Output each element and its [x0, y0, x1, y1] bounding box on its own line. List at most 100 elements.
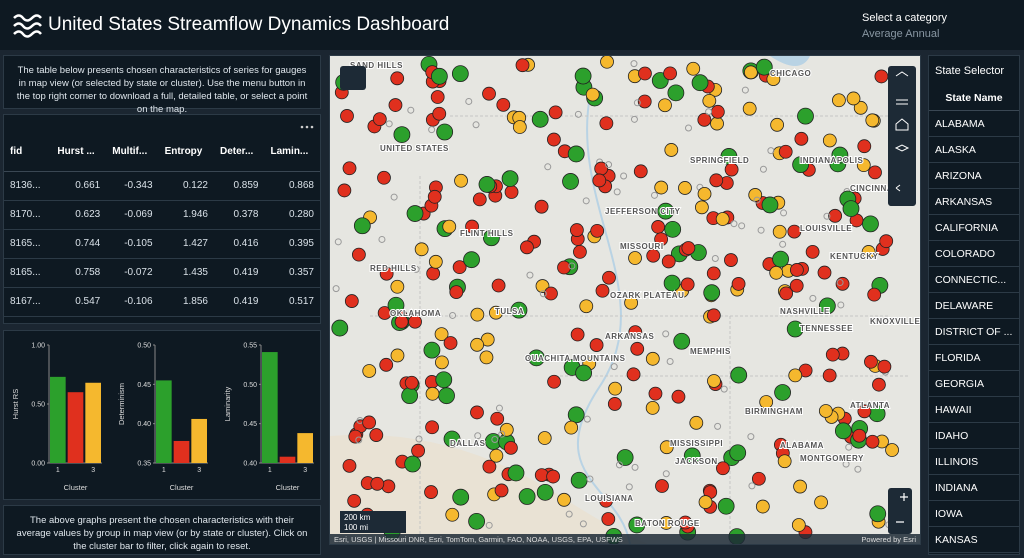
gauge-point[interactable] [537, 484, 553, 500]
table-row[interactable]: 8165...0.744-0.1051.4270.4160.395 [4, 229, 320, 258]
gauge-point[interactable] [649, 387, 662, 400]
gauge-point[interactable] [452, 66, 468, 82]
gauge-point[interactable] [707, 374, 720, 387]
gauge-point[interactable] [405, 456, 421, 472]
gauge-point[interactable] [789, 369, 802, 382]
gauge-point[interactable] [596, 284, 609, 297]
gauge-point[interactable] [470, 406, 483, 419]
gauge-point[interactable] [674, 333, 690, 349]
gauge-point[interactable] [690, 416, 703, 429]
gauge-point[interactable] [349, 430, 362, 443]
state-row[interactable]: FLORIDA [929, 345, 1019, 371]
column-header[interactable]: Hurst ... [51, 133, 106, 171]
column-header[interactable]: Deter... [214, 133, 265, 171]
gauge-point[interactable] [516, 59, 529, 72]
table-row[interactable]: 8165...0.758-0.0721.4350.4190.357 [4, 258, 320, 287]
gauge-point[interactable] [513, 121, 526, 134]
gauge-point[interactable] [756, 500, 769, 513]
gauge-point[interactable] [428, 190, 441, 203]
gauge-point[interactable] [743, 102, 756, 115]
gauge-point[interactable] [858, 140, 871, 153]
gauge-point[interactable] [847, 92, 860, 105]
gauge-point[interactable] [707, 309, 720, 322]
gauge-point[interactable] [711, 117, 724, 130]
gauge-point[interactable] [391, 72, 404, 85]
table-row[interactable]: 8136...0.661-0.3430.1220.8590.868 [4, 171, 320, 200]
gauge-point[interactable] [471, 338, 484, 351]
gauge-point[interactable] [427, 267, 440, 280]
gauge-point[interactable] [819, 404, 832, 417]
bar[interactable] [262, 352, 278, 463]
bar[interactable] [68, 392, 84, 463]
gauge-point[interactable] [508, 465, 524, 481]
gauge-point[interactable] [343, 459, 356, 472]
gauge-point[interactable] [443, 220, 456, 233]
gauge-point[interactable] [731, 367, 747, 383]
gauge-point[interactable] [655, 181, 668, 194]
gauge-point[interactable] [363, 416, 376, 429]
gauge-point[interactable] [681, 278, 694, 291]
tool-button[interactable] [340, 66, 366, 90]
gauge-point[interactable] [370, 429, 383, 442]
gauge-point[interactable] [505, 186, 518, 199]
gauge-point[interactable] [711, 105, 724, 118]
gauge-point[interactable] [823, 134, 836, 147]
gauge-point[interactable] [332, 320, 348, 336]
gauge-point[interactable] [436, 372, 452, 388]
state-row[interactable]: ALABAMA [929, 111, 1019, 137]
gauge-point[interactable] [415, 243, 428, 256]
gauge-point[interactable] [532, 111, 548, 127]
gauge-point[interactable] [338, 184, 351, 197]
state-row[interactable]: CONNECTIC... [929, 267, 1019, 293]
gauge-point[interactable] [433, 107, 446, 120]
bar[interactable] [280, 457, 296, 463]
gauge-point[interactable] [609, 382, 622, 395]
state-row[interactable]: DISTRICT OF ... [929, 319, 1019, 345]
gauge-point[interactable] [655, 480, 668, 493]
gauge-point[interactable] [703, 94, 716, 107]
gauge-point[interactable] [520, 241, 533, 254]
gauge-point[interactable] [426, 387, 439, 400]
gauge-point[interactable] [571, 472, 587, 488]
gauge-point[interactable] [429, 255, 442, 268]
state-row[interactable]: ARIZONA [929, 163, 1019, 189]
gauge-point[interactable] [662, 255, 675, 268]
gauge-point[interactable] [806, 245, 819, 258]
gauge-point[interactable] [480, 351, 493, 364]
gauge-point[interactable] [591, 224, 604, 237]
gauge-point[interactable] [469, 513, 485, 529]
gauge-point[interactable] [371, 477, 384, 490]
bar[interactable] [50, 377, 66, 463]
gauge-point[interactable] [471, 308, 484, 321]
gauge-point[interactable] [354, 218, 370, 234]
gauge-point[interactable] [638, 67, 651, 80]
gauge-point[interactable] [695, 201, 708, 214]
gauge-point[interactable] [547, 470, 560, 483]
gauge-point[interactable] [402, 388, 418, 404]
gauge-point[interactable] [425, 486, 438, 499]
gauge-point[interactable] [352, 248, 365, 261]
gauge-point[interactable] [444, 336, 457, 349]
gauge-point[interactable] [568, 407, 584, 423]
gauge-point[interactable] [373, 113, 386, 126]
gauge-point[interactable] [492, 279, 505, 292]
gauge-point[interactable] [870, 506, 886, 522]
gauge-point[interactable] [446, 508, 459, 521]
gauge-point[interactable] [687, 62, 700, 75]
state-row[interactable]: CALIFORNIA [929, 215, 1019, 241]
gauge-point[interactable] [601, 56, 614, 68]
gauge-point[interactable] [455, 174, 468, 187]
bar[interactable] [174, 441, 190, 463]
gauge-point[interactable] [730, 445, 746, 461]
gauge-point[interactable] [770, 266, 783, 279]
gauge-point[interactable] [710, 174, 723, 187]
gauge-point[interactable] [593, 174, 606, 187]
gauge-point[interactable] [790, 263, 803, 276]
gauge-point[interactable] [794, 480, 807, 493]
gauge-point[interactable] [580, 300, 593, 313]
gauge-point[interactable] [866, 114, 879, 127]
gauge-point[interactable] [752, 472, 765, 485]
state-row[interactable]: GEORGIA [929, 371, 1019, 397]
gauge-point[interactable] [779, 145, 792, 158]
gauge-point[interactable] [762, 197, 778, 213]
